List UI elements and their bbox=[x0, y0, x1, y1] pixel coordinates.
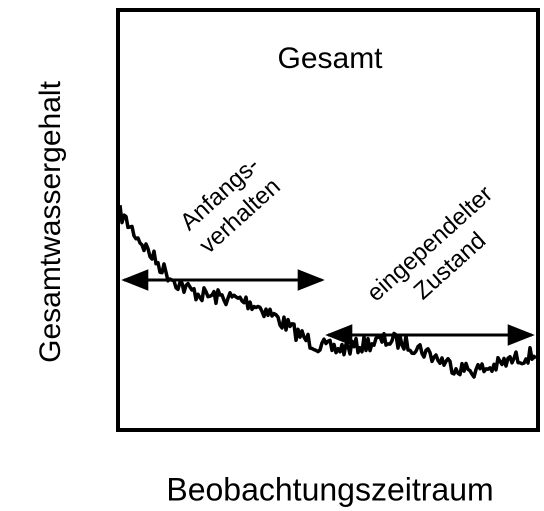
annotation-steady: eingependelter Zustand bbox=[362, 181, 498, 307]
title: Gesamt bbox=[277, 42, 383, 75]
x-label: Beobachtungszeitraum bbox=[166, 471, 493, 507]
annotation-initial: Anfangs- verhalten bbox=[175, 152, 286, 260]
curve bbox=[118, 205, 538, 379]
plot-frame bbox=[116, 8, 540, 432]
y-label: Gesamtwassergehalt bbox=[34, 80, 67, 362]
